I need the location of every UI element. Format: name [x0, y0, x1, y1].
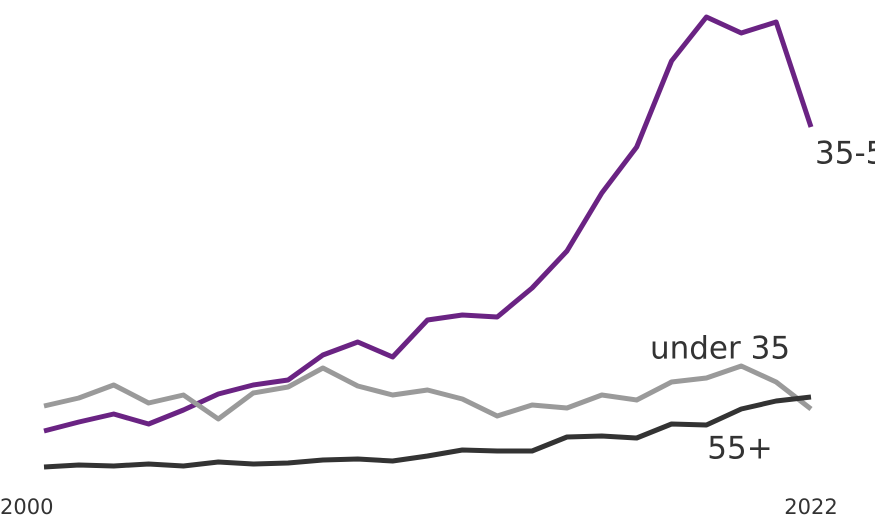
- line-series: [43, 394, 812, 470]
- line-series: [43, 14, 814, 434]
- series-label: under 35: [650, 331, 790, 367]
- series-label: 55+: [707, 431, 772, 467]
- series-label: 35-54: [815, 136, 875, 172]
- line-series: [43, 363, 813, 422]
- x-tick-label: 2000: [0, 495, 53, 517]
- x-tick-label: 2022: [784, 495, 837, 517]
